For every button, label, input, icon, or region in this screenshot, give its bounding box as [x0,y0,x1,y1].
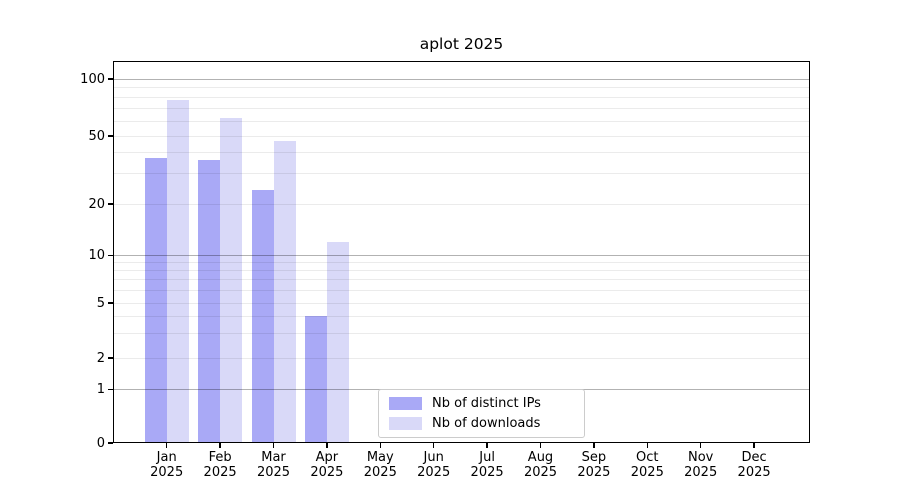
legend-swatch-icon [389,397,422,410]
x-tick-year: 2025 [630,465,664,480]
legend-entry: Nb of distinct IPs [389,396,574,411]
minor-gridline-80 [114,96,809,98]
y-tick-label-100: 100 [80,71,105,87]
y-tick-20 [108,203,113,205]
legend-swatch-icon [389,417,422,430]
minor-gridline-60 [114,120,809,122]
y-tick-2 [108,357,113,359]
x-tick-year: 2025 [737,465,771,480]
x-tick-year: 2025 [256,465,291,480]
x-tick-jul [486,443,488,448]
legend-entry: Nb of downloads [389,416,574,431]
minor-gridline-4 [114,315,809,317]
y-tick-label-20: 20 [88,196,105,212]
x-tick-month: May [366,450,394,465]
minor-gridline-50 [114,135,809,137]
minor-gridline-2 [114,357,809,359]
x-tick-label-may: May 2025 [353,450,407,480]
x-tick-label-nov: Nov 2025 [674,450,728,480]
minor-gridline-3 [114,333,809,335]
minor-gridline-6 [114,290,809,291]
bar-nb-of-downloads-feb [220,118,243,443]
minor-gridline-30 [114,173,809,175]
x-tick-month: Feb [208,450,232,465]
legend-label: Nb of distinct IPs [432,396,541,411]
y-tick-label-1: 1 [96,382,105,397]
x-tick-label-jul: Jul 2025 [460,450,514,480]
x-tick-month: Jul [479,450,495,465]
x-tick-aug [539,443,542,448]
y-tick-label-5: 5 [96,295,105,311]
x-tick-month: Aug [527,450,554,465]
y-tick-label-2: 2 [96,350,105,366]
minor-gridline-9 [114,262,809,264]
x-tick-year: 2025 [417,465,451,480]
x-tick-sep [593,443,595,448]
x-tick-mar [272,443,275,448]
bar-nb-of-downloads-jan [166,100,189,443]
x-tick-year: 2025 [310,465,344,480]
x-tick-month: Mar [261,450,286,465]
y-tick-label-50: 50 [88,128,105,144]
x-tick-month: Nov [688,450,714,465]
bar-nb-of-distinct-ips-feb [198,160,221,443]
y-tick-5 [108,302,113,304]
x-tick-year: 2025 [684,465,718,480]
x-tick-label-jan: Jan 2025 [140,450,194,480]
major-gridline-100 [114,78,809,80]
y-tick-10 [108,254,113,257]
x-tick-year: 2025 [577,465,611,480]
bar-nb-of-downloads-apr [326,241,349,443]
bar-nb-of-distinct-ips-apr [304,316,327,443]
x-tick-oct [646,443,648,448]
x-tick-jun [433,443,435,448]
major-gridline-10 [114,255,809,256]
x-tick-nov [700,443,702,448]
y-tick-50 [108,135,113,137]
y-tick-label-10: 10 [88,248,105,263]
x-tick-label-aug: Aug 2025 [514,450,568,480]
x-tick-month: Jun [423,450,444,465]
legend-label: Nb of downloads [432,416,541,431]
x-tick-month: Dec [741,450,767,465]
chart-title: aplot 2025 [419,35,504,53]
x-tick-label-apr: Apr 2025 [300,450,354,480]
minor-gridline-8 [114,270,809,272]
y-tick-100 [108,78,113,80]
y-tick-0 [108,442,113,444]
bar-nb-of-downloads-mar [273,140,296,443]
x-tick-label-feb: Feb 2025 [193,450,247,480]
x-tick-month: Sep [581,450,607,465]
minor-gridline-40 [114,152,809,154]
x-tick-year: 2025 [150,465,184,480]
legend: Nb of distinct IPs Nb of downloads [378,389,585,438]
minor-gridline-5 [114,302,809,304]
x-tick-label-jun: Jun 2025 [407,450,461,480]
minor-gridline-70 [114,107,809,109]
bar-nb-of-distinct-ips-jan [144,158,167,443]
x-tick-label-dec: Dec 2025 [727,450,781,480]
x-tick-month: Apr [315,450,339,465]
x-tick-month: Jan [156,450,177,465]
minor-gridline-20 [114,203,809,205]
x-tick-year: 2025 [363,465,397,480]
x-tick-jan [166,443,168,448]
y-tick-1 [108,388,113,391]
minor-gridline-7 [114,279,809,281]
bar-nb-of-distinct-ips-mar [251,190,274,443]
x-tick-label-mar: Mar 2025 [247,450,301,480]
x-tick-label-sep: Sep 2025 [567,450,621,480]
x-tick-year: 2025 [203,465,237,480]
x-tick-feb [219,443,221,448]
y-tick-label-0: 0 [96,435,105,451]
x-tick-label-oct: Oct 2025 [620,450,674,480]
x-tick-dec [753,443,755,448]
x-tick-may [379,443,381,448]
x-tick-apr [326,443,328,448]
x-tick-month: Oct [636,450,659,465]
minor-gridline-90 [114,87,809,89]
x-tick-year: 2025 [470,465,504,480]
x-tick-year: 2025 [523,465,558,480]
